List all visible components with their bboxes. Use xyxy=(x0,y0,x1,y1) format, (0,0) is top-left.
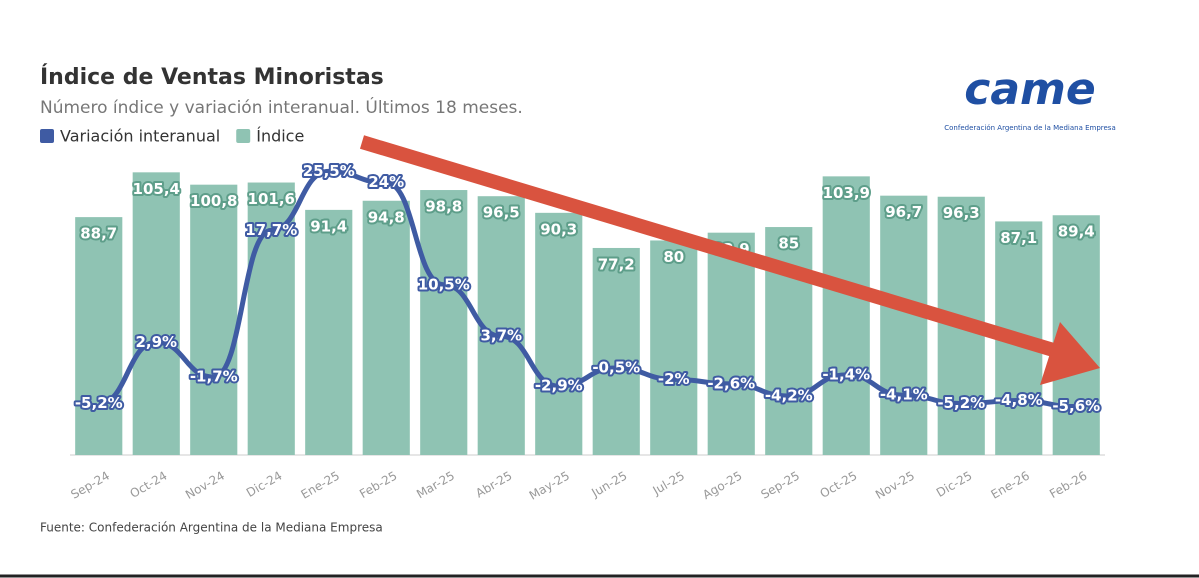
bar-value-label: 90,3 xyxy=(540,220,577,238)
trend-arrow xyxy=(359,135,1100,385)
bar xyxy=(362,200,410,455)
source: Fuente: Confederación Argentina de la Me… xyxy=(40,521,383,535)
bar-value-label: 77,2 xyxy=(598,255,635,273)
legend-label: Índice xyxy=(256,127,304,146)
bar xyxy=(707,232,755,455)
bar xyxy=(75,217,123,455)
line-value-label: -1,7% xyxy=(190,368,238,386)
line-value-label: -1,4% xyxy=(822,365,870,383)
bar xyxy=(477,196,525,456)
x-tick-label: Mar-25 xyxy=(414,469,457,502)
x-tick-label: Dic-25 xyxy=(934,469,975,501)
bar xyxy=(880,195,928,455)
bar xyxy=(305,209,353,455)
bar-value-label: 98,8 xyxy=(425,198,462,216)
line-value-label: -2,6% xyxy=(707,374,755,392)
line-value-label: -5,2% xyxy=(937,394,985,412)
bar xyxy=(822,176,870,456)
bar-value-label: 105,4 xyxy=(133,180,180,198)
line-value-label: -4,1% xyxy=(880,386,928,404)
line xyxy=(98,168,1077,410)
line-value-label: 24% xyxy=(368,173,404,191)
x-tick-label: Sep-25 xyxy=(758,469,802,502)
bar-value-label: 103,9 xyxy=(823,184,870,202)
x-tick-label: Oct-25 xyxy=(818,469,860,501)
bar-value-label: 89,4 xyxy=(1058,223,1095,241)
line-value-label: 10,5% xyxy=(418,275,470,293)
bar xyxy=(420,190,468,455)
x-tick-label: Oct-24 xyxy=(128,469,170,501)
bar-value-label: 88,7 xyxy=(80,225,117,243)
line-value-label: -5,6% xyxy=(1052,397,1100,415)
bar xyxy=(190,184,238,455)
line-value-label: -2,9% xyxy=(535,377,583,395)
line-value-label: -2% xyxy=(658,370,690,388)
bar xyxy=(535,212,583,455)
x-tick-label: Feb-26 xyxy=(1047,469,1089,502)
bar-value-label: 101,6 xyxy=(248,190,295,208)
bar-value-label: 87,1 xyxy=(1000,229,1037,247)
chart-title: Índice de Ventas Minoristas xyxy=(40,64,384,90)
bar-value-label: 96,3 xyxy=(943,204,980,222)
x-tick-label: Ago-25 xyxy=(700,469,744,503)
legend-label: Variación interanual xyxy=(60,127,220,146)
line-value-label: -4,2% xyxy=(765,387,813,405)
legend-swatch xyxy=(236,129,251,143)
bar-value-label: 96,5 xyxy=(483,204,520,222)
logo: came xyxy=(964,64,1095,115)
legend-swatch xyxy=(40,129,54,143)
x-tick-label: Jun-25 xyxy=(588,469,629,501)
x-tick-label: May-25 xyxy=(527,469,572,503)
x-tick-label: Abr-25 xyxy=(473,469,514,501)
x-tick-label: Ene-26 xyxy=(988,469,1032,502)
line-value-label: 17,7% xyxy=(245,221,297,239)
x-tick-label: Nov-24 xyxy=(183,469,227,502)
x-tick-label: Dic-24 xyxy=(244,469,285,501)
x-tick-label: Feb-25 xyxy=(357,469,399,502)
bar-value-label: 100,8 xyxy=(190,192,237,210)
bar-value-label: 91,4 xyxy=(310,217,347,235)
line-value-label: -0,5% xyxy=(592,359,640,377)
bar xyxy=(592,247,640,455)
x-tick-label: Ene-25 xyxy=(298,469,342,502)
x-tick-label: Nov-25 xyxy=(873,469,917,502)
bar-value-label: 80 xyxy=(663,248,684,266)
line-value-label: 2,9% xyxy=(135,333,177,351)
logo-caption: Confederación Argentina de la Mediana Em… xyxy=(944,124,1115,132)
chart-subtitle: Número índice y variación interanual. Úl… xyxy=(40,96,523,118)
line-value-label: 3,7% xyxy=(480,327,522,345)
x-tick-label: Jul-25 xyxy=(650,469,687,499)
x-tick-label: Sep-24 xyxy=(68,469,112,502)
bar xyxy=(132,172,180,455)
bar-value-label: 94,8 xyxy=(368,208,405,226)
bar-value-label: 85 xyxy=(778,235,799,253)
line-value-label: -5,2% xyxy=(75,394,123,412)
line-value-label: 25,5% xyxy=(303,162,355,180)
bar-value-label: 96,7 xyxy=(885,203,922,221)
bar xyxy=(650,240,698,455)
line-value-label: -4,8% xyxy=(995,391,1043,409)
